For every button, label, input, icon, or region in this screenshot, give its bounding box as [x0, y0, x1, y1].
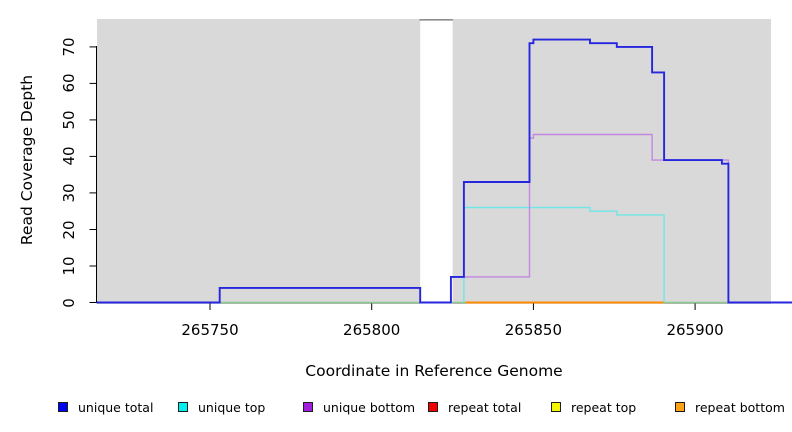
legend-label: repeat total: [448, 399, 522, 415]
legend-item-unique-bottom: unique bottom: [303, 399, 416, 415]
legend-swatch-repeat-total: [428, 402, 438, 412]
series-unique-top-line: [463, 206, 665, 303]
legend-label: repeat bottom: [695, 399, 785, 415]
y-tick-label: 0: [60, 297, 78, 308]
legend-swatch-unique-total: [58, 402, 68, 412]
legend-swatch-unique-bottom: [303, 402, 313, 412]
legend-swatch-repeat-bottom: [675, 402, 685, 412]
y-tick-label: 40: [60, 146, 78, 166]
legend-label: unique total: [78, 399, 154, 415]
x-tick-label: 265850: [504, 321, 563, 339]
legend-item-repeat-top: repeat top: [551, 399, 637, 415]
y-tick-label: 30: [60, 183, 78, 203]
legend-label: unique bottom: [323, 399, 416, 415]
y-tick-label: 70: [60, 37, 78, 57]
x-tick-label: 265900: [666, 321, 724, 339]
legend-item-unique-total: unique total: [58, 399, 154, 415]
legend-swatch-repeat-top: [551, 402, 561, 412]
y-axis-title: Read Coverage Depth: [18, 74, 36, 246]
x-axis-title: Coordinate in Reference Genome: [305, 362, 563, 380]
y-tick-label: 20: [60, 219, 78, 240]
y-tick-label: 60: [60, 73, 78, 93]
legend-item-repeat-total: repeat total: [428, 399, 522, 415]
legend-item-unique-top: unique top: [178, 399, 266, 415]
x-tick-label: 265800: [343, 321, 401, 339]
series-unique-total-line: [96, 38, 792, 304]
y-tick-label: 10: [60, 256, 78, 276]
legend-label: unique top: [198, 399, 266, 415]
x-tick-label: 265750: [181, 321, 239, 339]
y-tick-label: 50: [60, 110, 78, 130]
coverage-gap-band: [420, 19, 453, 304]
legend-item-repeat-bottom: repeat bottom: [675, 399, 785, 415]
legend-label: repeat top: [571, 399, 637, 415]
legend-swatch-unique-top: [178, 402, 188, 412]
